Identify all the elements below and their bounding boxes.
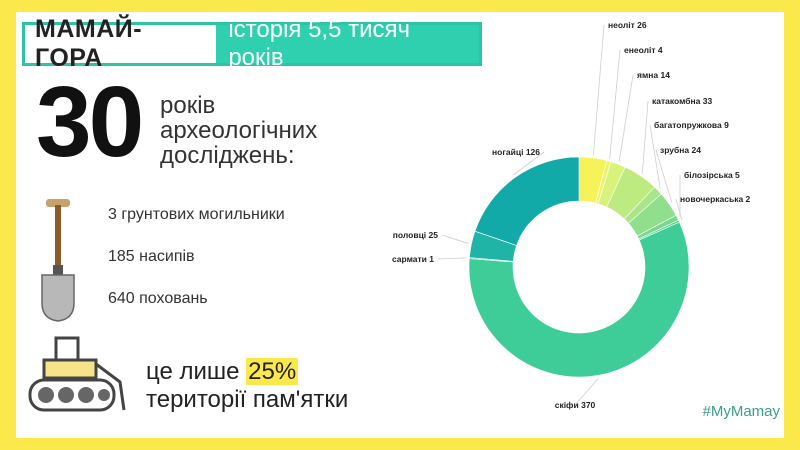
stat-graves: 3 грунтових могильники (108, 206, 285, 223)
shovel-icon (41, 199, 75, 322)
slice-label-6: білозірська 5 (684, 170, 740, 180)
slice-label-7: новочеркаська 2 (680, 194, 751, 204)
years-line-1: років (160, 92, 216, 119)
stat-burials: 640 поховань (108, 290, 208, 307)
leader-line-7 (675, 198, 683, 220)
territory-note-line-2: території пам'ятки (146, 386, 349, 413)
years-line-2: археологічних (160, 117, 318, 144)
years-description: років археологічних досліджень: (160, 93, 317, 168)
leader-line-2 (618, 74, 634, 162)
leader-line-1 (609, 49, 621, 159)
leader-line-0 (593, 24, 605, 155)
slice-label-3: катакомбна 33 (652, 96, 712, 106)
stat-mounds: 185 насипів (108, 248, 195, 265)
slice-label-4: багатопружкова 9 (654, 120, 729, 130)
leader-line-8 (574, 378, 599, 406)
hashtag: #MyMamay (702, 403, 780, 420)
slice-label-1: енеоліт 4 (624, 45, 663, 55)
years-number: 30 (36, 66, 144, 178)
leader-line-11 (513, 151, 545, 176)
page-title: МАМАЙ-ГОРА (25, 15, 217, 72)
burials-donut-chart: неоліт 26 енеоліт 4 ямна 14 катакомбна 33 ба… (392, 20, 751, 410)
slice-label-11: ногайці 126 (492, 147, 540, 157)
slice-label-5: зрубна 24 (660, 145, 701, 155)
slice-label-10: половці 25 (393, 230, 438, 240)
slice-label-9: сармати 1 (392, 254, 434, 264)
leader-line-4 (649, 124, 661, 189)
territory-note-prefix: це лише (146, 358, 247, 385)
leader-line-9 (437, 257, 467, 260)
slice-label-0: неоліт 26 (608, 20, 647, 30)
slice-label-2: ямна 14 (637, 70, 670, 80)
bulldozer-icon (28, 336, 126, 412)
years-line-3: досліджень: (160, 142, 295, 169)
donut-slice-11 (474, 156, 580, 246)
leader-line-5 (655, 149, 673, 203)
page-subtitle: історія 5,5 тисяч років (228, 16, 411, 71)
leader-line-10 (441, 234, 469, 244)
slice-label-8: скіфи 370 (555, 400, 596, 410)
donut-slice-8 (468, 221, 690, 378)
leader-line-3 (641, 100, 649, 174)
title-banner: МАМАЙ-ГОРА історія 5,5 тисяч років (22, 15, 482, 72)
territory-note: це лише 25% території пам'ятки (146, 358, 348, 414)
territory-percent: 25% (246, 358, 299, 385)
